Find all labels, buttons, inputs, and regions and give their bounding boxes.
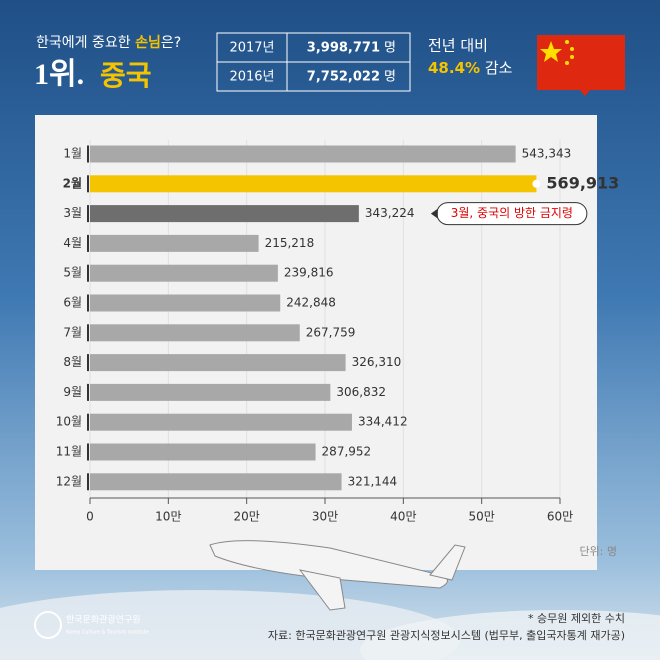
value-label: 326,310	[352, 355, 402, 369]
y-tick-label: 4월	[63, 236, 82, 250]
table-cell: 3,998,771	[307, 41, 380, 56]
table-cell: 명	[384, 41, 396, 56]
y-tick-label: 5월	[63, 266, 82, 280]
rank: 1위.	[34, 58, 84, 91]
value-label: 242,848	[286, 296, 336, 310]
bar	[90, 294, 281, 312]
y-tick-label: 3월	[63, 206, 82, 220]
bar	[90, 145, 516, 163]
x-tick-label: 20만	[234, 510, 260, 524]
value-label: 334,412	[358, 415, 408, 429]
airplane	[209, 540, 466, 611]
question: 한국에게 중요한 손님은?	[36, 35, 181, 51]
y-tick-label: 2월	[63, 175, 82, 190]
value-label: 343,224	[365, 206, 415, 220]
value-label: 267,759	[306, 325, 356, 339]
value-label: 569,913	[546, 173, 619, 192]
change: 48.4% 감소	[428, 59, 513, 77]
y-tick-label: 9월	[63, 385, 82, 399]
unit: 단위: 명	[579, 545, 617, 558]
value-label: 543,343	[522, 147, 572, 161]
value-label: 215,218	[265, 236, 315, 250]
bar	[90, 264, 278, 282]
bar	[90, 175, 537, 193]
y-tick-label: 8월	[63, 355, 82, 369]
x-tick-label: 40만	[390, 510, 416, 524]
bar-end	[532, 179, 541, 188]
flag	[537, 35, 625, 96]
bar	[90, 413, 352, 431]
logo-mark	[34, 611, 62, 639]
bar	[90, 324, 300, 342]
change-label: 전년 대비	[428, 37, 488, 55]
table-cell: 2017년	[229, 41, 274, 56]
value-label: 239,816	[284, 266, 334, 280]
logo-en: Korea Culture & Tourism Institute	[66, 630, 149, 636]
table-cell: 2016년	[229, 70, 274, 85]
value-label: 287,952	[322, 445, 372, 459]
bar	[90, 473, 342, 491]
y-tick-label: 11월	[56, 445, 82, 459]
y-tick-label: 7월	[63, 325, 82, 339]
bar	[90, 205, 359, 223]
source: 자료: 한국문화관광연구원 관광지식정보시스템 (법무부, 출입국자통계 재가공…	[268, 629, 625, 642]
y-tick-label: 6월	[63, 296, 82, 310]
y-tick-label: 12월	[56, 474, 82, 488]
x-tick-label: 0	[86, 510, 94, 524]
country: 중국	[100, 59, 152, 92]
y-tick-label: 10월	[56, 415, 82, 429]
bar	[90, 354, 346, 372]
value-label: 321,144	[348, 474, 398, 488]
bar	[90, 234, 259, 252]
y-tick-label: 1월	[63, 147, 82, 161]
summary-cells: 2017년 3,998,771 명 2016년 7,752,022 명	[229, 41, 395, 85]
table-cell: 7,752,022	[307, 70, 380, 85]
note: * 승무원 제외한 수치	[528, 612, 625, 625]
cloud	[360, 610, 660, 664]
table-cell: 명	[384, 70, 396, 85]
x-tick-label: 50만	[469, 510, 495, 524]
logo-ko: 한국문화관광연구원	[66, 614, 141, 626]
bar	[90, 443, 316, 461]
annotation-pointer	[430, 208, 438, 219]
x-tick-label: 30만	[312, 510, 338, 524]
bar	[90, 383, 331, 401]
x-tick-label: 60만	[547, 510, 573, 524]
value-label: 306,832	[336, 385, 386, 399]
x-tick-label: 10만	[155, 510, 181, 524]
summary-table	[216, 32, 411, 92]
plot: 0 10만 20만 30만 40만 50만 60만 1월 543,343 2월 569,913 3월 3…	[56, 140, 619, 524]
annotation: 3월, 중국의 방한 금지령	[451, 206, 573, 220]
